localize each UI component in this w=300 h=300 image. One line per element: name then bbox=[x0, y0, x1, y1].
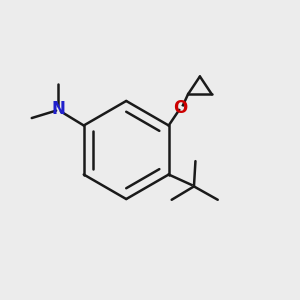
Text: N: N bbox=[52, 100, 65, 118]
Text: O: O bbox=[173, 99, 188, 117]
